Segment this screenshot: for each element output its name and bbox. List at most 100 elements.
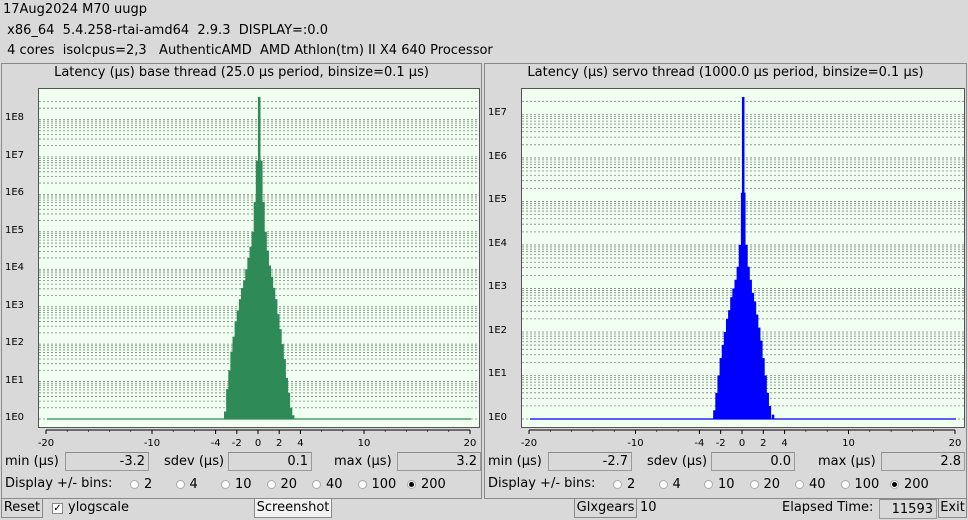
histogram-bar	[270, 276, 274, 419]
bins-radio-4[interactable]: 4	[175, 477, 198, 492]
x-tick-label: -10	[144, 438, 160, 449]
histogram-bar	[260, 160, 263, 419]
radio-label: 20	[280, 477, 298, 492]
kernel-info-label: x86_64 5.4.258-rtai-amd64 2.9.3 DISPLAY=…	[3, 23, 328, 38]
histogram-bar	[736, 266, 740, 419]
histogram-bar	[232, 336, 236, 419]
bins-radio-4[interactable]: 4	[658, 477, 681, 492]
histogram-bar	[272, 287, 276, 419]
histogram-bar	[230, 351, 233, 419]
exit-button[interactable]: Exit	[938, 498, 967, 518]
bins-radio-40[interactable]: 40	[795, 477, 826, 492]
bins-radio-100[interactable]: 100	[840, 477, 880, 492]
min-value-field: -3.2	[65, 452, 149, 471]
histogram-bar	[734, 279, 738, 419]
x-tick-label: 0	[255, 438, 261, 449]
radio-dot[interactable]	[613, 480, 622, 489]
screenshot-button[interactable]: Screenshot	[254, 498, 332, 518]
radio-label: 40	[326, 477, 343, 492]
bins-label: Display +/- bins:	[5, 476, 113, 491]
radio-label: 100	[854, 477, 880, 492]
radio-dot[interactable]	[890, 480, 899, 489]
ylogscale-checkbox[interactable]: ✓	[52, 503, 63, 514]
x-tick-label: 20	[949, 438, 962, 449]
histogram-bar	[753, 301, 757, 419]
sdev-label: sdev (µs)	[164, 454, 225, 469]
y-tick-label: 1E5	[488, 194, 508, 206]
bins-radio-10[interactable]: 10	[704, 477, 735, 492]
histogram-bar	[247, 258, 250, 419]
histogram-bar	[226, 389, 229, 419]
histogram-bar	[747, 266, 750, 419]
histogram-bar	[224, 411, 227, 419]
radio-label: 40	[809, 477, 826, 492]
radio-dot[interactable]	[658, 480, 668, 489]
histogram-bar	[281, 344, 284, 419]
bins-radio-200[interactable]: 200	[890, 477, 929, 492]
bins-radio-100[interactable]: 100	[357, 477, 396, 492]
radio-dot[interactable]	[795, 480, 804, 489]
histogram-bar	[730, 297, 733, 419]
histogram-bar	[277, 314, 280, 419]
sdev-value-field: 0.1	[228, 452, 312, 471]
histogram-bar	[757, 327, 761, 419]
bins-radio-20[interactable]: 20	[749, 477, 781, 492]
x-tick-label: -10	[627, 438, 643, 449]
radio-dot[interactable]	[840, 480, 850, 489]
bins-radio-200[interactable]: 200	[407, 477, 446, 492]
histogram-bar	[738, 244, 742, 419]
y-tick-label: 1E8	[5, 112, 25, 124]
y-tick-label: 1E2	[488, 324, 508, 336]
histogram-bar	[755, 314, 759, 419]
x-tick-label: -2	[716, 438, 726, 449]
x-axis: -20 -10 -4 -2 0 2 4 10 20	[521, 429, 963, 451]
histogram-bar	[262, 201, 265, 419]
radio-dot[interactable]	[175, 480, 185, 489]
bins-radio-10[interactable]: 10	[221, 477, 252, 492]
radio-dot[interactable]	[221, 480, 230, 489]
x-tick-label: 4	[297, 438, 303, 449]
histogram-bar	[251, 231, 255, 419]
radio-dot[interactable]	[407, 480, 416, 489]
radio-dot[interactable]	[312, 480, 321, 489]
y-tick-label: 1E4	[488, 237, 508, 249]
radio-dot[interactable]	[749, 480, 759, 489]
x-tick-label: -4	[694, 438, 704, 449]
x-tick-label: -4	[211, 438, 221, 449]
histogram-bar	[728, 310, 731, 419]
max-label: max (µs)	[334, 454, 392, 469]
histogram-bar	[760, 340, 763, 419]
histogram-bar	[719, 358, 723, 419]
x-tick-label: 20	[464, 438, 477, 449]
bins-radio-20[interactable]: 20	[266, 477, 298, 492]
y-tick-label: 1E1	[5, 374, 25, 386]
histogram-bar	[264, 231, 267, 419]
radio-dot[interactable]	[266, 480, 276, 489]
x-tick-label: 2	[276, 438, 282, 449]
radio-dot[interactable]	[704, 480, 713, 489]
bins-radio-2[interactable]: 2	[130, 477, 152, 492]
histogram-bar	[768, 405, 772, 419]
reset-button[interactable]: Reset	[1, 498, 43, 518]
histogram-bar	[238, 299, 242, 419]
bins-radio-2[interactable]: 2	[613, 477, 635, 492]
y-tick-label: 1E3	[488, 281, 508, 293]
histogram-bar	[732, 288, 735, 419]
y-tick-label: 1E6	[5, 187, 25, 199]
elapsed-time-value: 11593	[879, 499, 937, 519]
y-tick-label: 1E0	[5, 412, 25, 423]
histogram-bar	[721, 345, 725, 419]
radio-dot[interactable]	[357, 480, 367, 489]
x-tick-label: 10	[358, 438, 371, 449]
ylogscale-label: ylogscale	[68, 500, 130, 515]
min-label: min (µs)	[488, 454, 542, 469]
servo-thread-panel: Latency (µs) servo thread (1000.0 µs per…	[484, 63, 967, 499]
radio-dot[interactable]	[130, 480, 139, 489]
max-label: max (µs)	[818, 454, 876, 469]
histogram-bar	[764, 375, 767, 419]
glxgears-button[interactable]: Glxgears	[574, 498, 637, 518]
radio-label: 20	[763, 477, 781, 492]
histogram-bar	[268, 265, 272, 419]
bins-radio-40[interactable]: 40	[312, 477, 343, 492]
histogram-bar	[749, 279, 752, 419]
